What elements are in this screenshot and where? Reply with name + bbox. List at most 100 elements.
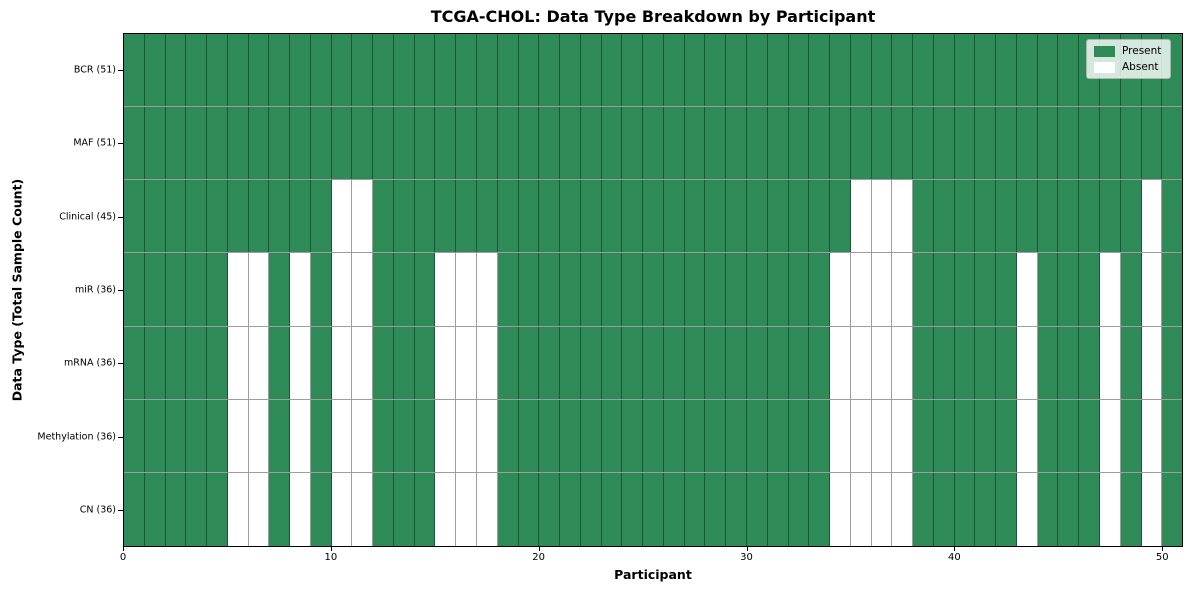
cell-bcr-51-p19-present	[518, 34, 540, 107]
cell-mir-36-p23-present	[601, 253, 623, 326]
cell-methylation-36-p13-present	[393, 399, 415, 472]
cell-bcr-51-p12-present	[373, 34, 394, 107]
cell-maf-51-p2-present	[165, 107, 187, 180]
cell-clinical-45-p13-present	[393, 180, 415, 253]
cell-clinical-45-p44-present	[1037, 180, 1059, 253]
cell-bcr-51-p27-present	[684, 34, 706, 107]
cell-methylation-36-p50-present	[1162, 399, 1183, 472]
cell-cn-36-p27-present	[684, 472, 706, 546]
cell-mir-36-p40-present	[954, 253, 976, 326]
cell-clinical-45-p23-present	[601, 180, 623, 253]
cell-clinical-45-p21-present	[560, 180, 581, 253]
cell-mir-36-p50-present	[1162, 253, 1183, 326]
cell-mir-36-p15-absent	[435, 253, 457, 326]
cell-mir-36-p37-absent	[892, 253, 914, 326]
cell-methylation-36-p4-present	[207, 399, 228, 472]
cell-cn-36-p50-present	[1162, 472, 1183, 546]
cell-bcr-51-p18-present	[497, 34, 519, 107]
cell-cn-36-p39-present	[933, 472, 955, 546]
cell-clinical-45-p11-absent	[352, 180, 374, 253]
cell-mir-36-p47-absent	[1099, 253, 1121, 326]
cell-cn-36-p24-present	[622, 472, 644, 546]
cell-maf-51-p38-present	[913, 107, 934, 180]
cell-cn-36-p15-absent	[435, 472, 457, 546]
cell-clinical-45-p25-present	[643, 180, 664, 253]
cell-maf-51-p31-present	[767, 107, 789, 180]
cell-cn-36-p25-present	[643, 472, 664, 546]
cell-mrna-36-p7-present	[269, 326, 291, 399]
cell-mir-36-p34-absent	[830, 253, 851, 326]
cell-bcr-51-p40-present	[954, 34, 976, 107]
cell-maf-51-p4-present	[207, 107, 228, 180]
cell-methylation-36-p29-present	[726, 399, 747, 472]
cell-mir-36-p29-present	[726, 253, 747, 326]
y-tick-label-mir-36: miR (36)	[74, 284, 116, 296]
cell-bcr-51-p7-present	[269, 34, 291, 107]
cell-clinical-45-p28-present	[705, 180, 727, 253]
cell-mrna-36-p3-present	[186, 326, 208, 399]
legend: Present Absent	[1086, 39, 1172, 79]
cell-cn-36-p41-present	[975, 472, 997, 546]
heatmap-row-clinical-45	[124, 180, 1183, 254]
cell-clinical-45-p47-present	[1099, 180, 1121, 253]
cell-clinical-45-p7-present	[269, 180, 291, 253]
cell-cn-36-p0-present	[124, 472, 145, 546]
cell-methylation-36-p47-absent	[1099, 399, 1121, 472]
cell-mir-36-p17-absent	[477, 253, 498, 326]
cell-mir-36-p1-present	[144, 253, 166, 326]
cell-methylation-36-p48-present	[1120, 399, 1142, 472]
cell-clinical-45-p50-present	[1162, 180, 1183, 253]
y-tick-label-maf-51: MAF (51)	[73, 137, 116, 149]
cell-mir-36-p20-present	[539, 253, 561, 326]
cell-maf-51-p39-present	[933, 107, 955, 180]
cell-mrna-36-p39-present	[933, 326, 955, 399]
cell-clinical-45-p6-present	[248, 180, 270, 253]
cell-mir-36-p25-present	[643, 253, 664, 326]
y-tick-label-methylation-36: Methylation (36)	[37, 431, 116, 443]
cell-bcr-51-p15-present	[435, 34, 457, 107]
cell-methylation-36-p10-absent	[331, 399, 353, 472]
cell-mrna-36-p35-absent	[850, 326, 872, 399]
cell-mrna-36-p25-present	[643, 326, 664, 399]
cell-cn-36-p7-present	[269, 472, 291, 546]
cell-maf-51-p21-present	[560, 107, 581, 180]
cell-cn-36-p2-present	[165, 472, 187, 546]
cell-bcr-51-p41-present	[975, 34, 997, 107]
heatmap-row-cn-36	[124, 472, 1183, 546]
cell-cn-36-p14-present	[414, 472, 436, 546]
cell-mir-36-p2-present	[165, 253, 187, 326]
cell-methylation-36-p44-present	[1037, 399, 1059, 472]
cell-mir-36-p6-absent	[248, 253, 270, 326]
cell-clinical-45-p43-present	[1016, 180, 1038, 253]
cell-cn-36-p19-present	[518, 472, 540, 546]
cell-bcr-51-p35-present	[850, 34, 872, 107]
cell-bcr-51-p6-present	[248, 34, 270, 107]
cell-cn-36-p22-present	[580, 472, 602, 546]
cell-cn-36-p31-present	[767, 472, 789, 546]
y-tick-label-cn-36: CN (36)	[79, 504, 116, 516]
cell-clinical-45-p26-present	[663, 180, 685, 253]
cell-maf-51-p27-present	[684, 107, 706, 180]
legend-swatch-absent	[1094, 61, 1115, 73]
cell-maf-51-p42-present	[996, 107, 1017, 180]
cell-mir-36-p11-absent	[352, 253, 374, 326]
x-tick-mark-20	[538, 547, 540, 551]
cell-maf-51-p32-present	[788, 107, 810, 180]
cell-mir-36-p10-absent	[331, 253, 353, 326]
cell-methylation-36-p46-present	[1079, 399, 1100, 472]
cell-maf-51-p3-present	[186, 107, 208, 180]
cell-cn-36-p30-present	[746, 472, 768, 546]
cell-maf-51-p26-present	[663, 107, 685, 180]
x-tick-mark-40	[954, 547, 956, 551]
cell-maf-51-p29-present	[726, 107, 747, 180]
y-tick-label-bcr-51: BCR (51)	[73, 64, 116, 76]
cell-maf-51-p16-present	[456, 107, 478, 180]
cell-cn-36-p49-absent	[1141, 472, 1163, 546]
cell-clinical-45-p9-present	[310, 180, 332, 253]
cell-cn-36-p21-present	[560, 472, 581, 546]
cell-mir-36-p49-absent	[1141, 253, 1163, 326]
cell-methylation-36-p34-absent	[830, 399, 851, 472]
cell-mrna-36-p15-absent	[435, 326, 457, 399]
cell-methylation-36-p14-present	[414, 399, 436, 472]
legend-item-present: Present	[1094, 45, 1161, 57]
